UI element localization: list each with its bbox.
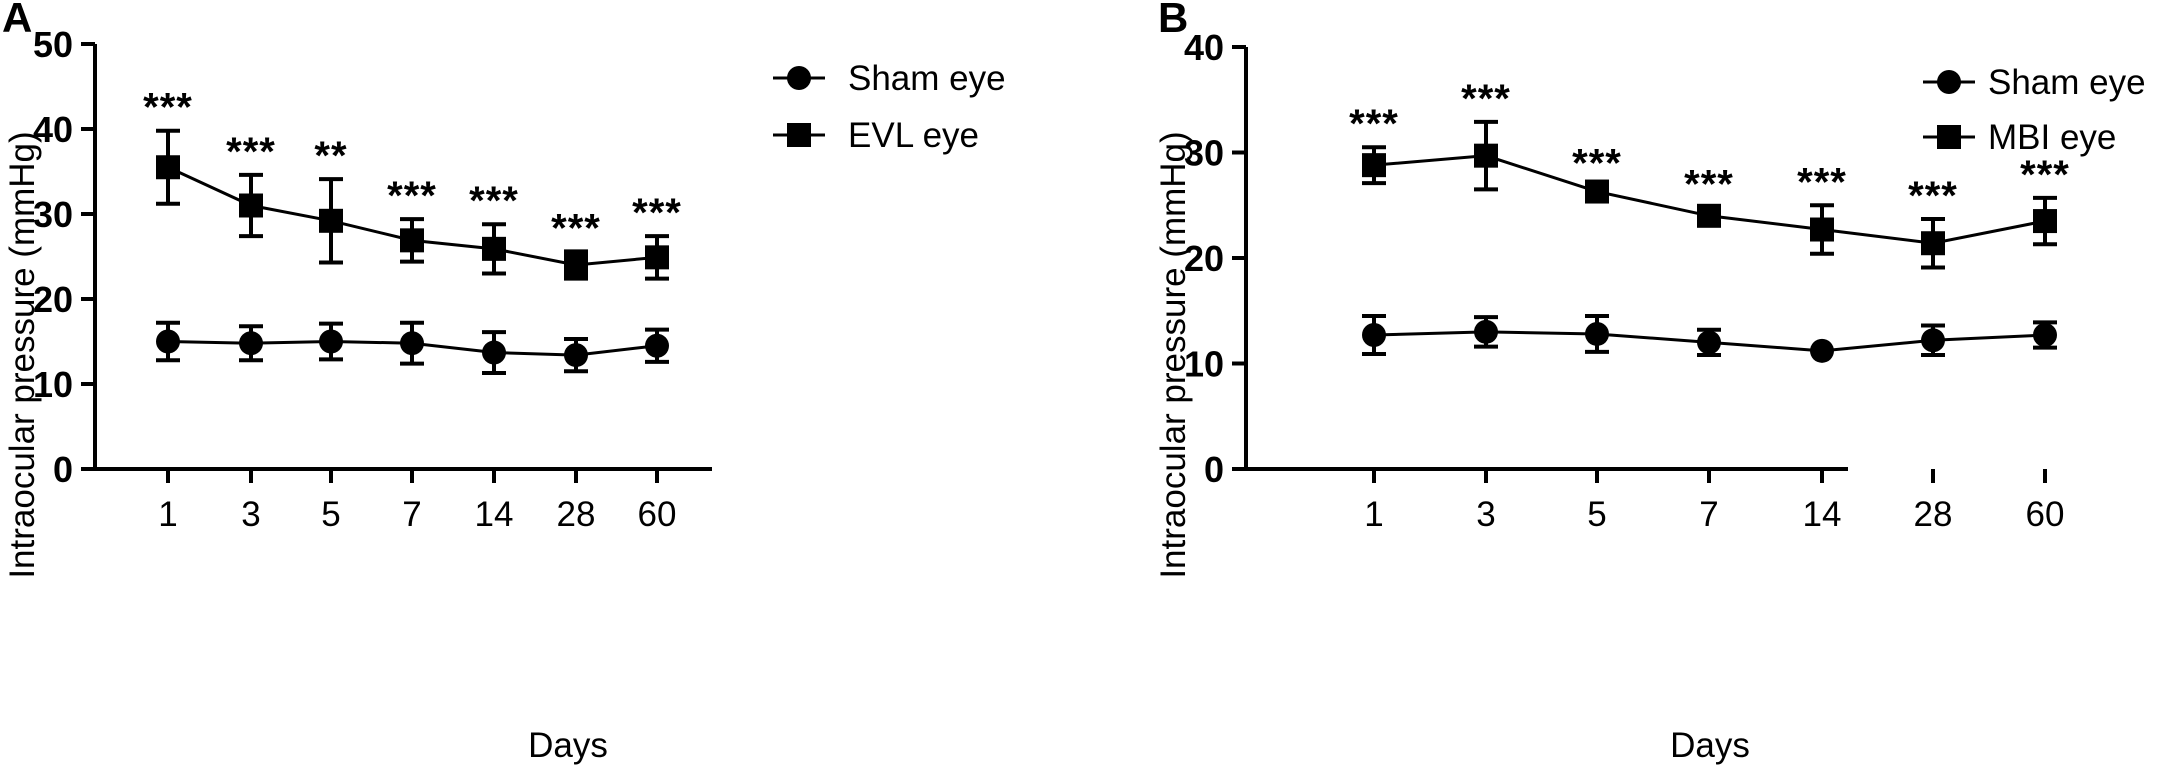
data-point-sham-eye [564,343,588,368]
x-tick-label: 28 [1914,495,1953,534]
y-tick-label: 10 [1184,344,1224,385]
legend-a: Sham eye EVL eye [773,59,1006,155]
legend-circle-marker-icon [787,66,811,90]
data-point-sham-eye [1585,321,1609,346]
legend-label-sham-a: Sham eye [848,59,1006,98]
data-point-mbi-eye [1697,203,1721,228]
legend-item-evl-a: EVL eye [773,116,979,155]
legend-item-sham-b: Sham eye [1923,63,2146,102]
data-point-sham-eye [319,329,343,354]
y-tick-label: 20 [33,279,73,320]
data-point-evl-eye [239,193,263,218]
data-point-evl-eye [319,208,343,233]
panel-letter-a: A [2,0,32,41]
data-point-evl-eye [156,155,180,180]
significance-label: *** [1908,174,1958,218]
legend-label-evl-a: EVL eye [848,116,979,155]
data-point-sham-eye [239,331,263,356]
legend-item-mbi-b: MBI eye [1923,118,2116,157]
y-tick-label: 40 [33,109,73,150]
data-point-sham-eye [1474,319,1498,344]
y-tick-label: 50 [33,24,73,65]
legend-square-marker-icon [1937,125,1961,149]
x-tick-label: 28 [557,495,596,534]
x-tick-label: 7 [1699,495,1718,534]
x-tick-label: 60 [2026,495,2065,534]
significance-label: *** [143,86,193,130]
data-point-sham-eye [400,331,424,356]
x-tick-label: 14 [475,495,514,534]
y-tick-label: 0 [1204,449,1224,490]
data-point-mbi-eye [1810,217,1834,242]
data-point-evl-eye [400,228,424,253]
significance-label: *** [469,179,519,223]
y-tick-label: 30 [33,194,73,235]
data-point-sham-eye [645,333,669,358]
panel-b: B Intraocular pressure (mmHg) Days 0 10 20… [1154,0,2146,765]
x-tick-label: 3 [241,495,260,534]
significance-label: *** [1349,102,1399,146]
x-tick-label: 1 [1364,495,1383,534]
data-point-evl-eye [564,253,588,277]
data-point-mbi-eye [2033,209,2057,234]
legend-circle-marker-icon [1937,70,1961,94]
data-point-mbi-eye [1474,143,1498,168]
x-tick-label: 3 [1476,495,1495,534]
significance-label: *** [551,206,601,250]
y-tick-label: 10 [33,364,73,405]
data-point-sham-eye [1362,323,1386,348]
x-tick-label: 5 [321,495,340,534]
data-point-evl-eye [482,236,506,261]
significance-label: *** [387,174,437,218]
panel-a: A Intraocular pressure (mmHg) Days 0 10 20… [2,0,1006,765]
significance-label: *** [1572,141,1622,185]
significance-label: ** [314,134,347,178]
panel-letter-b: B [1158,0,1188,41]
x-tick-label: 1 [158,495,177,534]
x-tick-label: 14 [1803,495,1842,534]
legend-label-mbi-b: MBI eye [1988,118,2116,157]
x-axis-title-a: Days [528,726,608,765]
x-tick-label: 60 [638,495,677,534]
legend-item-sham-a: Sham eye [773,59,1006,98]
significance-label: *** [632,191,682,235]
x-tick-label: 7 [402,495,421,534]
data-point-mbi-eye [1585,179,1609,204]
significance-label: *** [1461,77,1511,121]
significance-label: *** [1797,160,1847,204]
x-axis-title-b: Days [1670,726,1750,765]
significance-label: *** [1684,162,1734,206]
legend-label-sham-b: Sham eye [1988,63,2146,102]
y-tick-label: 30 [1184,133,1224,174]
data-point-sham-eye [1921,328,1945,353]
y-tick-label: 0 [53,449,73,490]
x-tick-label: 5 [1587,495,1606,534]
data-point-sham-eye [482,340,506,365]
data-point-mbi-eye [1362,153,1386,178]
legend-square-marker-icon [787,123,811,147]
data-point-sham-eye [156,329,180,354]
y-tick-label: 20 [1184,238,1224,279]
data-point-sham-eye [1697,330,1721,355]
y-axis-title-a: Intraocular pressure (mmHg) [3,131,42,578]
significance-label: *** [2020,153,2070,197]
data-point-evl-eye [645,245,669,270]
legend-b: Sham eye MBI eye [1923,63,2146,157]
y-axis-title-b: Intraocular pressure (mmHg) [1154,131,1193,578]
plot-area-b: 0 10 20 30 40 1 3 5 7 14 28 60 *** *** *** *** *** *** *** [1184,27,2070,534]
y-tick-label: 40 [1184,27,1224,68]
data-point-sham-eye [2033,323,2057,348]
data-point-mbi-eye [1921,231,1945,256]
significance-label: *** [226,130,276,174]
data-point-sham-eye [1810,338,1834,363]
